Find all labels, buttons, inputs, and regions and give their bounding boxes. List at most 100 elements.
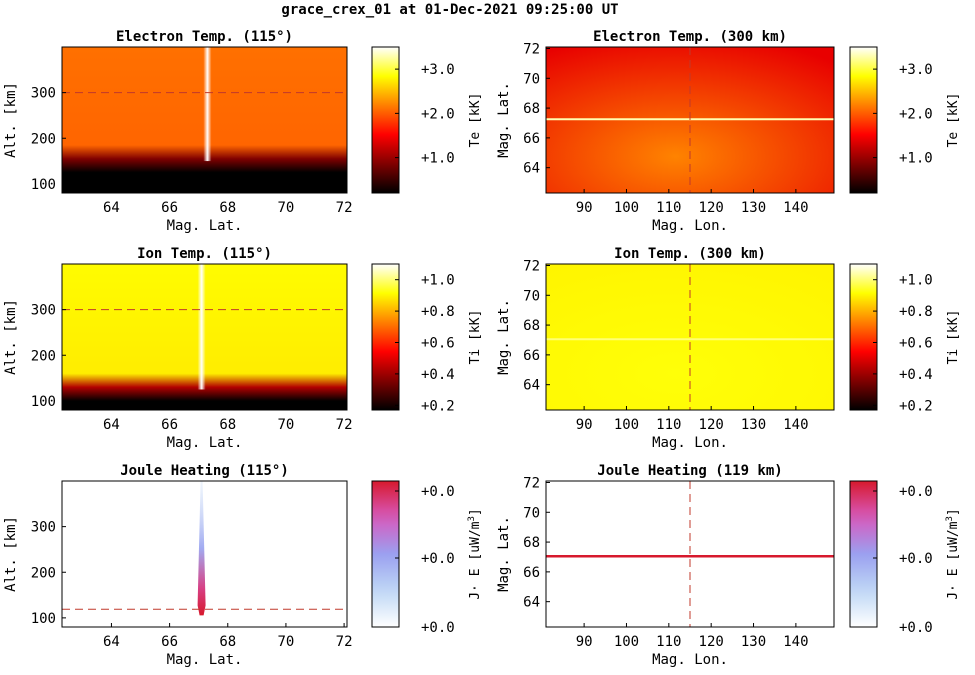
x-axis-label: Mag. Lon. bbox=[652, 218, 728, 234]
colorbar-label: J· E [uW/m3] bbox=[467, 508, 483, 600]
colorbar-tick-label: +1.0 bbox=[899, 151, 933, 167]
x-tick-label: 64 bbox=[103, 417, 120, 433]
y-tick-label: 72 bbox=[523, 475, 540, 491]
y-tick-label: 200 bbox=[31, 348, 56, 364]
colorbar-label: Te [kK] bbox=[946, 93, 961, 148]
y-tick-label: 64 bbox=[523, 595, 540, 611]
x-tick-label: 64 bbox=[103, 634, 120, 650]
colorbar-tick-label: +0.4 bbox=[421, 367, 455, 383]
heating-band bbox=[203, 47, 212, 162]
colorbar bbox=[371, 480, 400, 628]
colorbar-tick-label: +1.0 bbox=[899, 273, 933, 289]
y-tick-label: 68 bbox=[523, 535, 540, 551]
y-tick-label: 300 bbox=[31, 86, 56, 102]
colorbar-tick-label: +0.2 bbox=[899, 398, 933, 414]
y-tick-label: 70 bbox=[523, 71, 540, 87]
colorbar-label-text: Te [kK] bbox=[946, 93, 961, 148]
colorbar-tick-label: +2.0 bbox=[899, 106, 933, 122]
y-tick-label: 72 bbox=[523, 258, 540, 274]
colorbar bbox=[371, 263, 400, 411]
x-tick-label: 100 bbox=[614, 200, 639, 216]
y-tick-label: 64 bbox=[523, 161, 540, 177]
colorbar-tick-label: +3.0 bbox=[421, 62, 455, 78]
colorbar-tick-label: +1.0 bbox=[421, 151, 455, 167]
y-tick-label: 66 bbox=[523, 565, 540, 581]
y-tick-label: 300 bbox=[31, 520, 56, 536]
colorbar-tick-label: +0.0 bbox=[899, 620, 933, 636]
colorbar-tick-label: +0.0 bbox=[899, 551, 933, 567]
x-tick-label: 70 bbox=[277, 417, 294, 433]
x-tick-label: 66 bbox=[161, 634, 178, 650]
panel-3: Ion Temp. (115°) 64 66 68 70 72 100 200 300 Mag. … bbox=[3, 246, 483, 451]
panel-title: Electron Temp. (300 km) bbox=[593, 29, 787, 45]
panel-4: Ion Temp. (300 km) 90 100 110 120 130 140 64 66 6… bbox=[496, 246, 961, 451]
x-tick-label: 72 bbox=[336, 634, 353, 650]
x-tick-label: 120 bbox=[699, 417, 724, 433]
x-tick-label: 64 bbox=[103, 200, 120, 216]
colorbar-tick-label: +2.0 bbox=[421, 106, 455, 122]
x-tick-label: 90 bbox=[576, 200, 593, 216]
colorbar bbox=[849, 46, 878, 194]
y-tick-label: 68 bbox=[523, 101, 540, 117]
x-tick-label: 66 bbox=[161, 200, 178, 216]
x-tick-label: 120 bbox=[699, 634, 724, 650]
plot-frame bbox=[61, 263, 348, 411]
panel-title: Joule Heating (115°) bbox=[120, 463, 289, 479]
colorbar-tick-label: +0.8 bbox=[421, 304, 455, 320]
page-title: grace_crex_01 at 01-Dec-2021 09:25:00 UT bbox=[281, 2, 619, 18]
colorbar-tick-label: +0.8 bbox=[899, 304, 933, 320]
panel-1: Electron Temp. (115°) 64 66 68 70 72 100 200 300… bbox=[3, 29, 483, 234]
x-axis-label: Mag. Lon. bbox=[652, 652, 728, 668]
x-axis-label: Mag. Lat. bbox=[167, 218, 243, 234]
colorbar-tick-label: +0.6 bbox=[421, 335, 455, 351]
colorbar-label-text: J· E [uW/m bbox=[946, 521, 961, 599]
colorbar-label-text: Ti [kK] bbox=[468, 310, 483, 365]
x-tick-label: 130 bbox=[741, 417, 766, 433]
x-tick-label: 110 bbox=[656, 200, 681, 216]
colorbar-label-text: J· E [uW/m bbox=[468, 521, 483, 599]
panel-title: Ion Temp. (300 km) bbox=[614, 246, 766, 262]
colorbar-label-text: Ti [kK] bbox=[946, 310, 961, 365]
colorbar-label-end: ] bbox=[468, 508, 483, 516]
x-tick-label: 140 bbox=[783, 417, 808, 433]
plot-frame bbox=[545, 46, 835, 194]
x-tick-label: 72 bbox=[336, 417, 353, 433]
y-tick-label: 70 bbox=[523, 505, 540, 521]
colorbar-tick-label: +0.2 bbox=[421, 398, 455, 414]
y-tick-label: 200 bbox=[31, 565, 56, 581]
x-axis-label: Mag. Lat. bbox=[167, 652, 243, 668]
x-tick-label: 70 bbox=[277, 634, 294, 650]
plot-frame bbox=[61, 480, 348, 628]
x-tick-label: 72 bbox=[336, 200, 353, 216]
y-tick-label: 100 bbox=[31, 611, 56, 627]
x-tick-label: 90 bbox=[576, 634, 593, 650]
x-axis-label: Mag. Lon. bbox=[652, 435, 728, 451]
panel-title: Joule Heating (119 km) bbox=[597, 463, 782, 479]
y-tick-label: 66 bbox=[523, 131, 540, 147]
colorbar-label-sup: 3 bbox=[945, 516, 955, 521]
y-tick-label: 66 bbox=[523, 348, 540, 364]
panel-title: Electron Temp. (115°) bbox=[116, 29, 293, 45]
plot-frame bbox=[545, 263, 835, 411]
colorbar-tick-label: +0.0 bbox=[421, 620, 455, 636]
x-tick-label: 120 bbox=[699, 200, 724, 216]
colorbar-label: J· E [uW/m3] bbox=[945, 508, 961, 600]
panel-title: Ion Temp. (115°) bbox=[137, 246, 272, 262]
x-tick-label: 110 bbox=[656, 417, 681, 433]
x-tick-label: 68 bbox=[219, 200, 236, 216]
x-tick-label: 140 bbox=[783, 200, 808, 216]
y-tick-label: 70 bbox=[523, 288, 540, 304]
y-tick-label: 68 bbox=[523, 318, 540, 334]
panel-6: Joule Heating (119 km) 90 100 110 120 130 140 6… bbox=[496, 463, 961, 668]
y-axis-label: Mag. Lat. bbox=[496, 82, 512, 158]
colorbar-label-end: ] bbox=[946, 508, 961, 516]
colorbar-label: Te [kK] bbox=[468, 93, 483, 148]
x-tick-label: 68 bbox=[219, 417, 236, 433]
colorbar-tick-label: +0.4 bbox=[899, 367, 933, 383]
x-tick-label: 68 bbox=[219, 634, 236, 650]
colorbar-tick-label: +0.6 bbox=[899, 335, 933, 351]
colorbar bbox=[371, 46, 400, 194]
y-tick-label: 100 bbox=[31, 177, 56, 193]
colorbar-tick-label: +0.0 bbox=[421, 484, 455, 500]
